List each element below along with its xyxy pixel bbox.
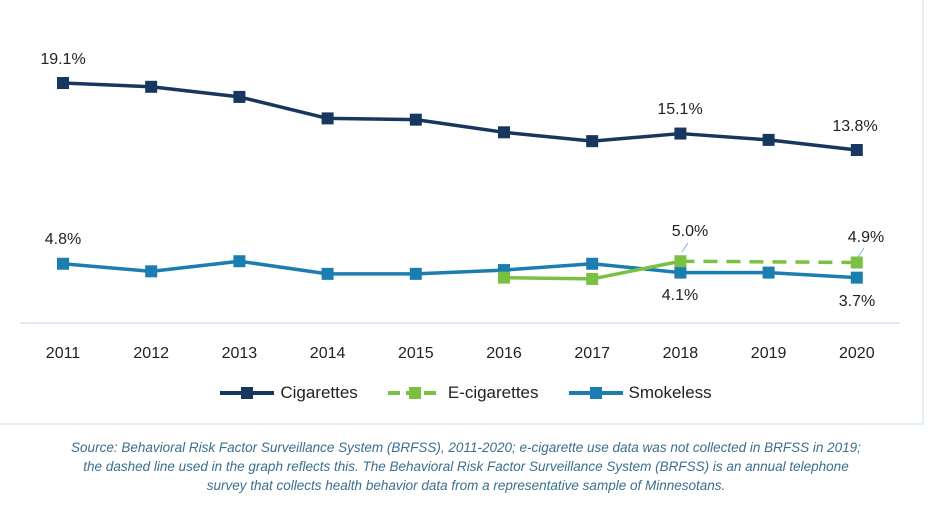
series-segment-cigarettes bbox=[768, 138, 857, 152]
series-segment-smokeless bbox=[415, 268, 505, 276]
data-label-smokeless: 4.8% bbox=[45, 231, 81, 248]
series-segment-e-cigarettes bbox=[680, 259, 857, 265]
series-segment-smokeless bbox=[592, 262, 681, 275]
series-segment-smokeless bbox=[768, 270, 857, 280]
data-point-smokeless bbox=[762, 266, 775, 279]
data-label-smokeless: 3.7% bbox=[839, 293, 875, 310]
x-tick-label: 2019 bbox=[751, 345, 787, 362]
data-point-cigarettes bbox=[145, 80, 158, 93]
x-tick-label: 2013 bbox=[222, 345, 258, 362]
data-point-cigarettes bbox=[321, 112, 334, 125]
series-cigarettes bbox=[57, 77, 863, 156]
series-segment-cigarettes bbox=[592, 131, 681, 143]
series-segment-cigarettes bbox=[503, 130, 593, 143]
source-line-1: Source: Behavioral Risk Factor Surveilla… bbox=[71, 440, 861, 455]
data-point-cigarettes bbox=[850, 143, 863, 156]
series-segment-smokeless bbox=[151, 259, 240, 274]
series-segment-smokeless bbox=[62, 262, 152, 274]
x-tick-label: 2017 bbox=[574, 345, 610, 362]
series-segment-smokeless bbox=[239, 259, 328, 276]
series-segment-cigarettes bbox=[151, 85, 240, 99]
x-tick-label: 2016 bbox=[486, 345, 522, 362]
data-point-smokeless bbox=[145, 265, 158, 278]
legend-label-cigarettes: Cigarettes bbox=[280, 383, 358, 402]
data-point-e-cigarettes bbox=[674, 255, 687, 268]
legend-swatch-e-cigarettes bbox=[387, 387, 442, 399]
data-label-cigarettes: 13.8% bbox=[832, 118, 877, 135]
data-point-cigarettes bbox=[233, 90, 246, 103]
data-point-cigarettes bbox=[57, 77, 69, 89]
data-point-smokeless bbox=[674, 266, 687, 279]
series-segment-cigarettes bbox=[327, 116, 416, 122]
legend-swatch-smokeless bbox=[568, 387, 623, 399]
source-note: Source: Behavioral Risk Factor Surveilla… bbox=[0, 438, 932, 495]
series-segment-cigarettes bbox=[62, 81, 152, 89]
data-label-cigarettes: 15.1% bbox=[657, 101, 702, 118]
legend-item-cigarettes[interactable]: Cigarettes bbox=[220, 383, 358, 403]
data-label-cigarettes: 19.1% bbox=[40, 51, 85, 68]
data-label-e-cigarettes: 5.0% bbox=[672, 223, 708, 240]
series-e-cigarettes bbox=[498, 255, 863, 285]
legend-item-smokeless[interactable]: Smokeless bbox=[568, 383, 712, 403]
x-tick-label: 2014 bbox=[310, 345, 346, 362]
data-label-smokeless: 4.1% bbox=[662, 287, 698, 304]
x-tick-label: 2012 bbox=[133, 345, 169, 362]
leader-line bbox=[857, 247, 865, 258]
line-chart: 2011 2012 2013 2014 2015 2016 2017 2018 2019 2020… bbox=[20, 51, 900, 362]
series-smokeless bbox=[57, 255, 863, 284]
legend: Cigarettes E-cigarettes Smokeless bbox=[0, 383, 932, 403]
data-point-smokeless bbox=[57, 257, 69, 270]
data-point-cigarettes bbox=[498, 126, 510, 139]
series-segment-e-cigarettes bbox=[503, 275, 593, 281]
series-segment-cigarettes bbox=[238, 95, 329, 121]
legend-label-smokeless: Smokeless bbox=[628, 383, 712, 402]
series-segment-cigarettes bbox=[415, 117, 505, 135]
data-point-cigarettes bbox=[586, 135, 599, 148]
x-tick-label: 2015 bbox=[398, 345, 434, 362]
x-tick-label: 2018 bbox=[663, 345, 699, 362]
series-segment-e-cigarettes bbox=[591, 259, 681, 281]
x-tick-label: 2020 bbox=[839, 345, 875, 362]
data-point-smokeless bbox=[233, 255, 246, 268]
leader-line bbox=[681, 242, 689, 253]
data-point-cigarettes bbox=[762, 133, 775, 146]
data-point-e-cigarettes bbox=[586, 272, 599, 285]
data-point-smokeless bbox=[409, 267, 422, 280]
legend-item-e-cigarettes[interactable]: E-cigarettes bbox=[387, 383, 539, 403]
source-line-3: survey that collects health behavior dat… bbox=[206, 478, 726, 493]
series-segment-smokeless bbox=[503, 262, 593, 272]
data-label-e-cigarettes: 4.9% bbox=[848, 229, 884, 246]
data-point-e-cigarettes bbox=[850, 256, 863, 269]
legend-swatch-cigarettes bbox=[220, 387, 275, 399]
legend-label-e-cigarettes: E-cigarettes bbox=[447, 383, 539, 402]
data-point-e-cigarettes bbox=[498, 271, 510, 284]
data-point-smokeless bbox=[586, 257, 599, 270]
source-line-2: the dashed line used in the graph reflec… bbox=[83, 459, 849, 474]
x-tick-label: 2011 bbox=[46, 345, 81, 362]
data-point-cigarettes bbox=[674, 127, 687, 140]
data-point-cigarettes bbox=[409, 113, 422, 126]
data-point-smokeless bbox=[321, 267, 334, 280]
data-point-smokeless bbox=[850, 271, 863, 284]
series-segment-cigarettes bbox=[680, 131, 769, 142]
